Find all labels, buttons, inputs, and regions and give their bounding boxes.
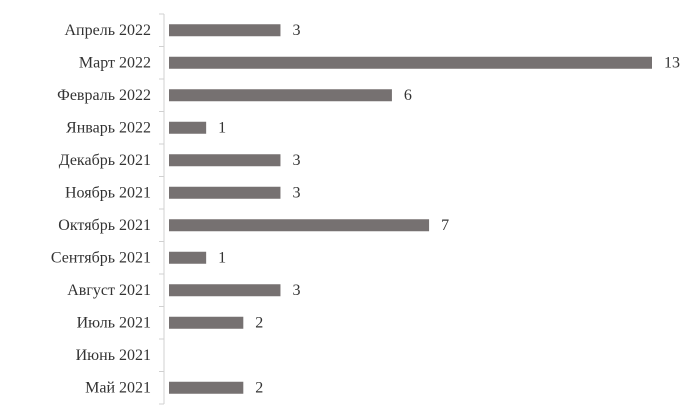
y-tick-label: Ноябрь 2021 xyxy=(65,184,151,201)
y-tick-label: Июнь 2021 xyxy=(76,347,151,364)
bar xyxy=(169,186,281,199)
value-label: 2 xyxy=(255,314,263,331)
value-label: 2 xyxy=(255,379,263,396)
value-label: 1 xyxy=(218,119,226,136)
bar xyxy=(169,24,281,37)
value-label: 3 xyxy=(292,152,300,169)
y-tick-label: Май 2021 xyxy=(85,379,151,396)
value-label: 6 xyxy=(404,87,412,104)
bar xyxy=(169,251,207,264)
value-label: 13 xyxy=(664,54,680,71)
value-label: 3 xyxy=(292,282,300,299)
y-tick-label: Сентябрь 2021 xyxy=(51,249,151,266)
bar xyxy=(169,56,652,69)
y-tick-label: Октябрь 2021 xyxy=(58,217,151,234)
bar xyxy=(169,219,430,232)
y-tick-label: Апрель 2022 xyxy=(65,22,152,39)
bar xyxy=(169,381,244,394)
y-tick-label: Декабрь 2021 xyxy=(59,152,151,169)
y-tick-label: Июль 2021 xyxy=(77,314,151,331)
bar xyxy=(169,316,244,329)
y-tick-label: Февраль 2022 xyxy=(57,87,151,104)
value-label: 1 xyxy=(218,249,226,266)
y-tick-label: Март 2022 xyxy=(79,54,151,71)
bar xyxy=(169,154,281,167)
value-label: 3 xyxy=(292,22,300,39)
bar xyxy=(169,89,392,102)
y-tick-label: Январь 2022 xyxy=(66,119,151,136)
value-label: 7 xyxy=(441,217,449,234)
bar xyxy=(169,121,207,134)
y-tick-label: Август 2021 xyxy=(67,282,151,299)
bar xyxy=(169,284,281,297)
value-label: 3 xyxy=(292,184,300,201)
